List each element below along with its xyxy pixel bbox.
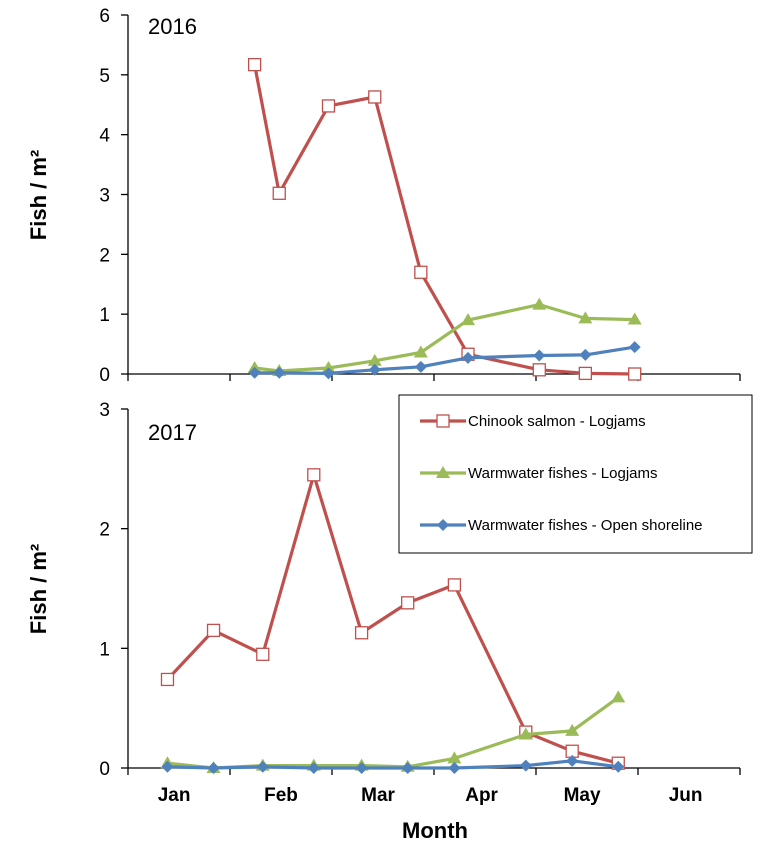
data-point <box>206 623 221 638</box>
data-point <box>579 348 592 361</box>
y-axis-title: Fish / m² <box>26 150 51 240</box>
legend-label: Warmwater fishes - Open shoreline <box>468 517 703 534</box>
data-point <box>448 762 461 774</box>
series-line <box>167 759 619 770</box>
data-point <box>413 345 428 358</box>
data-point <box>414 360 427 373</box>
panel-year-label: 2016 <box>148 14 197 39</box>
series-triangle <box>247 297 642 377</box>
data-point <box>256 647 270 661</box>
y-tick-label: 6 <box>99 6 110 27</box>
x-tick-label: Mar <box>361 785 395 806</box>
data-point <box>401 596 415 610</box>
data-point <box>519 759 532 772</box>
data-point <box>566 754 579 767</box>
data-point <box>447 751 462 764</box>
series-line <box>253 64 635 376</box>
data-point <box>565 723 580 736</box>
data-point <box>628 341 641 354</box>
legend-entry: Chinook salmon - Logjams <box>420 413 646 430</box>
data-point <box>273 366 286 379</box>
data-point <box>321 99 336 113</box>
data-point <box>354 626 369 640</box>
data-point <box>321 361 336 374</box>
data-point <box>161 760 174 773</box>
y-tick-label: 0 <box>99 759 110 780</box>
data-point <box>368 363 381 376</box>
legend-label: Warmwater fishes - Logjams <box>468 465 658 482</box>
panel-year-label: 2017 <box>148 420 197 445</box>
data-point <box>437 519 449 531</box>
x-tick-label: Apr <box>465 785 498 806</box>
data-point <box>628 367 642 381</box>
data-point <box>307 468 321 482</box>
data-point <box>272 186 286 200</box>
data-point <box>248 366 261 379</box>
y-axis-title: Fish / m² <box>26 544 51 634</box>
y-tick-label: 2 <box>99 520 110 541</box>
data-point <box>532 363 546 377</box>
x-tick-label: Jan <box>158 785 191 806</box>
panel-2016: 2016 Fish / m² 0 1 2 3 4 5 6 <box>26 6 741 386</box>
y-tick-label: 5 <box>99 66 110 87</box>
data-point <box>247 58 262 72</box>
y-tick-label: 3 <box>99 186 110 207</box>
data-point <box>611 690 626 703</box>
y-tick-label: 3 <box>99 400 110 421</box>
data-point <box>518 727 533 740</box>
data-point <box>436 414 450 428</box>
data-point <box>256 760 269 773</box>
data-point <box>160 672 175 687</box>
data-point <box>307 762 320 774</box>
series-diamond <box>248 341 641 380</box>
data-point <box>578 366 593 381</box>
panel-2017: 2017 Fish / m² 0 1 2 3 <box>26 400 741 780</box>
data-point <box>436 466 450 478</box>
data-point <box>578 311 593 324</box>
series-open-square <box>247 58 642 381</box>
y-tick-label: 4 <box>99 126 110 147</box>
series-triangle <box>160 690 626 773</box>
legend-label: Chinook salmon - Logjams <box>468 413 646 430</box>
data-point <box>367 353 382 366</box>
data-point <box>447 578 462 592</box>
legend: Chinook salmon - Logjams Warmwater fishes… <box>398 394 753 554</box>
data-point <box>462 351 474 364</box>
data-point <box>533 349 546 362</box>
x-tick-label: May <box>564 785 601 806</box>
data-point <box>401 762 414 774</box>
y-tick-label: 1 <box>99 305 110 326</box>
series-line <box>167 696 620 770</box>
y-tick-label: 1 <box>99 639 110 660</box>
data-point <box>207 762 220 774</box>
series-line <box>166 473 619 765</box>
series-diamond <box>161 754 625 774</box>
legend-entry: Warmwater fishes - Open shoreline <box>420 517 703 534</box>
x-tick-label: Jun <box>669 785 703 806</box>
legend-entry: Warmwater fishes - Logjams <box>420 465 658 482</box>
data-point <box>461 313 475 326</box>
data-point <box>322 367 335 380</box>
data-point <box>612 760 625 773</box>
data-point <box>532 297 547 310</box>
x-axis-title: Month <box>402 818 468 843</box>
data-point <box>355 762 368 774</box>
y-tick-label: 0 <box>99 365 110 386</box>
data-point <box>414 265 428 279</box>
data-point <box>368 90 382 104</box>
y-tick-label: 2 <box>99 245 110 266</box>
data-point <box>627 312 642 325</box>
x-tick-label: Feb <box>264 785 298 806</box>
